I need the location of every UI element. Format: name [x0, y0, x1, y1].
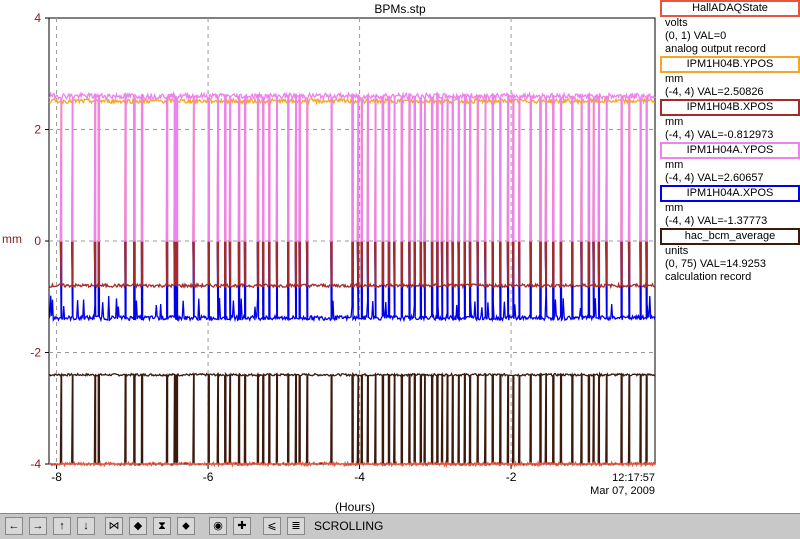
x-tick-label: -6 [203, 470, 214, 484]
legend-entry-ipm1h04b-xpos[interactable]: IPM1H04B.XPOS [660, 99, 800, 116]
series-line-ipm1h04a-ypos [48, 90, 656, 242]
y-tick-label: 4 [34, 11, 41, 25]
legend-detail: (-4, 4) VAL=2.60657 [665, 172, 764, 184]
legend-detail: units [665, 245, 689, 257]
timestamp: 12:17:57 Mar 07, 2009 [560, 472, 655, 498]
toolbar: SCROLLING ← → ↑ ↓ ⋈ ◆ ⧗ ⬥ ◉ ✚ ⩽ ≣ [0, 513, 800, 539]
pan-right-icon[interactable]: → [29, 517, 47, 535]
x-tick-label: -2 [506, 470, 517, 484]
chart-title: BPMs.stp [374, 2, 426, 16]
pan-up-icon[interactable]: ↑ [53, 517, 71, 535]
legend-detail: (0, 1) VAL=0 [665, 30, 727, 42]
zoom-out-y-icon[interactable]: ⬥ [177, 517, 195, 535]
crosshair-icon[interactable]: ✚ [233, 517, 251, 535]
y-tick-label: 2 [34, 123, 41, 137]
legend-entry-ipm1h04a-ypos[interactable]: IPM1H04A.YPOS [660, 142, 800, 159]
legend-detail: mm [665, 73, 684, 85]
series-line-ipm1h04b-xpos [48, 240, 656, 290]
legend-detail: analog output record [665, 43, 766, 55]
legend-detail: mm [665, 116, 684, 128]
scroll-status: SCROLLING [314, 519, 384, 533]
series-line-hac-bcm-average [48, 371, 656, 465]
legend-detail: volts [665, 17, 688, 29]
series-line-halladaqstate [48, 460, 656, 469]
series-line-ipm1h04a-xpos [48, 240, 656, 323]
legend: HallADAQState volts (0, 1) VAL=0 analog out… [660, 0, 800, 284]
timestamp-date: Mar 07, 2009 [590, 485, 655, 497]
legend-detail: (-4, 4) VAL=-1.37773 [665, 215, 768, 227]
y-tick-label: -2 [30, 346, 41, 360]
legend-detail: mm [665, 159, 684, 171]
legend-detail: (0, 75) VAL=14.9253 [665, 258, 767, 270]
timestamp-clock: 12:17:57 [612, 472, 655, 484]
y-tick-label: -4 [30, 457, 41, 471]
chart-area: 4 2 0 -2 -4 -8 -6 -4 -2 [30, 11, 656, 484]
x-tick-label: -8 [51, 470, 62, 484]
toggle-scroll-icon[interactable]: ≣ [287, 517, 305, 535]
legend-entry-hac-bcm-average[interactable]: hac_bcm_average [660, 228, 800, 245]
y-tick-label: 0 [34, 234, 41, 248]
reset-icon[interactable]: ◉ [209, 517, 227, 535]
legend-detail: (-4, 4) VAL=2.50826 [665, 86, 764, 98]
zoom-in-x-icon[interactable]: ⋈ [105, 517, 123, 535]
y-axis-label: mm [2, 232, 22, 246]
autoscale-icon[interactable]: ⩽ [263, 517, 281, 535]
pan-left-icon[interactable]: ← [5, 517, 23, 535]
legend-detail: calculation record [665, 271, 752, 283]
zoom-out-x-icon[interactable]: ◆ [129, 517, 147, 535]
x-axis-label: (Hours) [334, 500, 375, 514]
legend-entry-ipm1h04a-xpos[interactable]: IPM1H04A.XPOS [660, 185, 800, 202]
legend-detail: mm [665, 202, 684, 214]
x-tick-label: -4 [354, 470, 365, 484]
pan-down-icon[interactable]: ↓ [77, 517, 95, 535]
legend-detail: (-4, 4) VAL=-0.812973 [665, 129, 774, 141]
zoom-in-y-icon[interactable]: ⧗ [153, 517, 171, 535]
legend-entry-halladaqstate[interactable]: HallADAQState [660, 0, 800, 17]
legend-entry-ipm1h04b-ypos[interactable]: IPM1H04B.YPOS [660, 56, 800, 73]
